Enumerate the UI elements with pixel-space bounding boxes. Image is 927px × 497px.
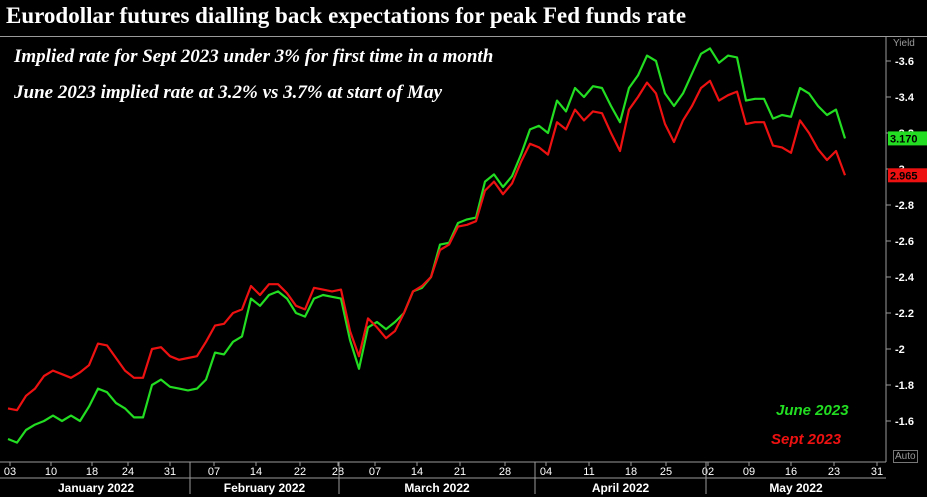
series-sept-line xyxy=(7,79,847,412)
last-value-tag-june xyxy=(888,131,927,146)
y-tick-label: -1.8 xyxy=(895,380,914,392)
x-tick-label: 28 xyxy=(332,466,344,478)
x-tick-label: 25 xyxy=(660,466,672,478)
y-tick-label: -3.6 xyxy=(895,56,914,68)
x-tick-label: 07 xyxy=(208,466,220,478)
month-label: February 2022 xyxy=(224,481,306,495)
y-tick-label: -2.2 xyxy=(895,308,914,320)
last-value-sept: 2.965 xyxy=(890,170,918,182)
x-tick-label: 24 xyxy=(122,466,134,478)
x-tick-label: 10 xyxy=(45,466,57,478)
y-tick-label: -2.6 xyxy=(895,236,914,248)
legend-june-label: June 2023 xyxy=(776,402,849,419)
y-tick-label: -2.8 xyxy=(895,200,914,212)
x-tick-label: 14 xyxy=(250,466,262,478)
y-tick-label: -3.4 xyxy=(895,92,915,104)
x-tick-label: 04 xyxy=(540,466,552,478)
chart-title: Eurodollar futures dialling back expecta… xyxy=(6,3,687,28)
x-tick-label: 23 xyxy=(828,466,840,478)
subtitle-june: June 2023 implied rate at 3.2% vs 3.7% a… xyxy=(14,82,443,103)
last-value-tag-sept xyxy=(888,168,927,183)
y-tick-label: -1.6 xyxy=(895,416,914,428)
title-bar: Eurodollar futures dialling back expecta… xyxy=(0,0,927,37)
month-label: March 2022 xyxy=(404,481,470,495)
x-tick-label: 28 xyxy=(499,466,511,478)
subtitle-sept: Implied rate for Sept 2023 under 3% for … xyxy=(14,46,494,67)
legend-sept: Sept 2023 xyxy=(771,431,841,448)
x-tick-label: 07 xyxy=(369,466,381,478)
x-tick-label: 22 xyxy=(294,466,306,478)
y-tick-label: -2 xyxy=(895,344,905,356)
month-label: January 2022 xyxy=(58,481,134,495)
x-tick-label: 03 xyxy=(4,466,16,478)
x-tick-label: 02 xyxy=(702,466,714,478)
x-tick-label: 16 xyxy=(785,466,797,478)
month-label: April 2022 xyxy=(592,481,650,495)
x-tick-label: 11 xyxy=(583,466,594,478)
x-tick-label: 18 xyxy=(86,466,98,478)
y-tick-label: -2.4 xyxy=(895,272,915,284)
x-tick-label: 09 xyxy=(743,466,755,478)
last-value-june: 3.170 xyxy=(890,133,918,145)
x-tick-label: 18 xyxy=(625,466,637,478)
axis-label-yield: Yield xyxy=(893,38,915,49)
month-label: May 2022 xyxy=(769,481,823,495)
x-tick-label: 31 xyxy=(871,466,883,478)
x-tick-label: 21 xyxy=(454,466,466,478)
x-tick-label: 31 xyxy=(164,466,176,478)
x-tick-label: 14 xyxy=(411,466,423,478)
series-june-line xyxy=(7,47,847,444)
legend-sept-label: Sept 2023 xyxy=(771,431,842,448)
auto-scale-button[interactable]: Auto xyxy=(893,450,918,463)
legend-june: June 2023 xyxy=(776,402,849,419)
